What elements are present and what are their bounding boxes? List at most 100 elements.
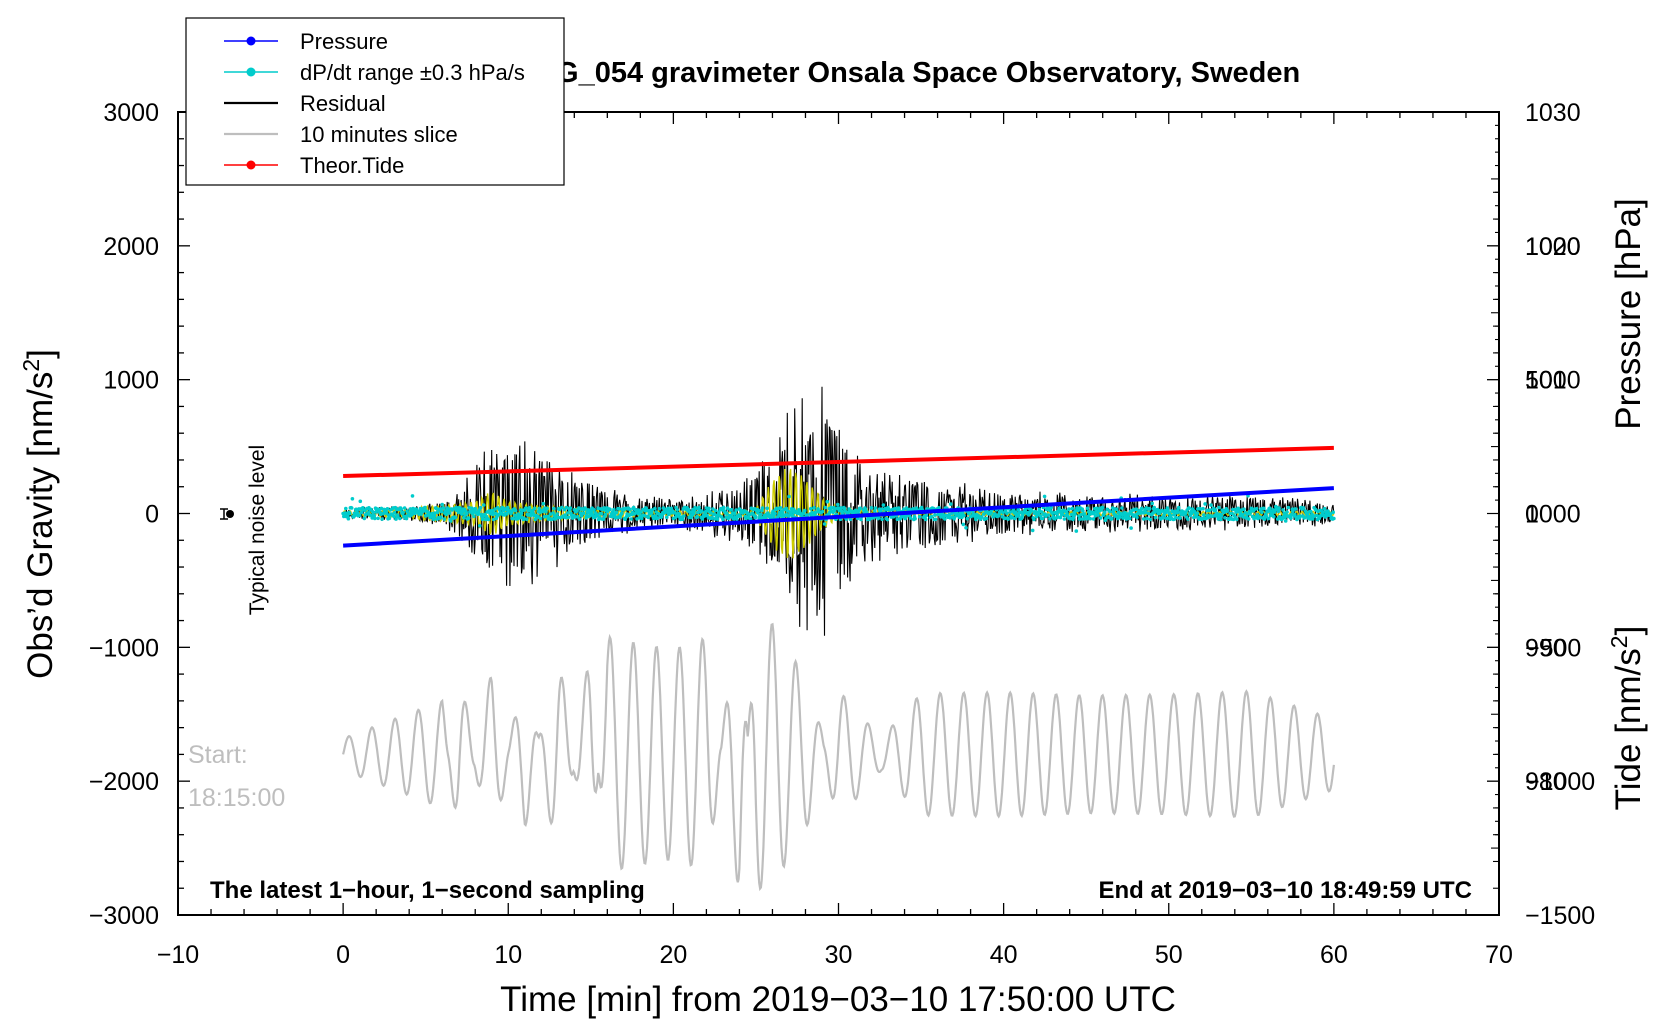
dpdt-point xyxy=(379,506,384,511)
dpdt-point xyxy=(1098,516,1103,520)
dpdt-point xyxy=(1091,517,1096,521)
dpdt-point xyxy=(1172,513,1176,517)
dpdt-point xyxy=(1040,516,1045,521)
dpdt-point xyxy=(628,507,632,512)
dpdt-point xyxy=(1016,507,1020,512)
dpdt-point xyxy=(1049,505,1053,510)
dpdt-point xyxy=(1276,509,1281,513)
dpdt-point xyxy=(765,506,769,511)
dpdt-point xyxy=(1309,509,1313,514)
noise-level-label: Typical noise level xyxy=(246,445,269,615)
dpdt-point xyxy=(904,514,908,519)
dpdt-point xyxy=(1246,517,1251,521)
dpdt-point xyxy=(1203,502,1207,506)
dpdt-point xyxy=(1060,512,1065,517)
dpdt-point xyxy=(373,516,377,521)
dpdt-point xyxy=(836,502,840,507)
y-axis-tide: 1000 500 0 −500 −1000 −1500 xyxy=(1487,191,1595,930)
dpdt-point xyxy=(1187,506,1191,510)
dpdt-point xyxy=(880,517,884,522)
dpdt-point xyxy=(344,506,348,511)
dpdt-point xyxy=(1186,517,1190,521)
legend-item: dP/dt range ±0.3 hPa/s xyxy=(224,60,525,85)
dpdt-point xyxy=(398,516,402,521)
dpdt-point xyxy=(1234,510,1238,514)
dpdt-point xyxy=(603,512,608,517)
dpdt-point xyxy=(1010,515,1014,520)
dpdt-point xyxy=(697,505,701,510)
dpdt-point xyxy=(965,516,970,521)
dpdt-point xyxy=(1070,506,1075,511)
dpdt-point xyxy=(1081,509,1085,513)
dpdt-point xyxy=(541,501,546,506)
legend-label: 10 minutes slice xyxy=(300,122,458,147)
dpdt-point xyxy=(513,508,518,513)
y-tick-label: −1000 xyxy=(89,634,159,662)
sampling-note: The latest 1−hour, 1−second sampling xyxy=(210,877,645,904)
series-dpdt-range xyxy=(341,491,1336,533)
dpdt-point xyxy=(545,506,549,511)
y-axis-gravity: 3000 2000 1000 0 −1000 −2000 −3000 xyxy=(89,99,190,930)
dpdt-point xyxy=(1096,513,1100,517)
legend-label: dP/dt range ±0.3 hPa/s xyxy=(300,60,525,85)
dpdt-point xyxy=(405,509,410,513)
dpdt-point xyxy=(577,517,582,521)
dpdt-point xyxy=(784,506,789,511)
x-tick-label: 70 xyxy=(1485,941,1513,969)
dpdt-point xyxy=(1281,508,1285,512)
dpdt-point xyxy=(1289,516,1293,520)
dpdt-point xyxy=(1058,515,1063,520)
x-tick-label: 30 xyxy=(825,941,853,969)
y-tick-label: 0 xyxy=(145,501,159,529)
dpdt-point xyxy=(820,509,825,514)
dpdt-point xyxy=(385,507,390,511)
dpdt-point xyxy=(544,509,548,514)
legend-item: Pressure xyxy=(224,29,388,54)
dpdt-point xyxy=(787,494,791,499)
dpdt-point xyxy=(1120,506,1124,510)
dpdt-point xyxy=(555,512,559,516)
dpdt-point xyxy=(929,514,934,519)
dpdt-point xyxy=(349,506,354,510)
dpdt-point xyxy=(565,511,570,515)
dpdt-point xyxy=(961,522,966,527)
dpdt-point xyxy=(1320,510,1325,514)
dpdt-point xyxy=(933,513,937,517)
dpdt-point xyxy=(669,506,674,511)
dpdt-point xyxy=(642,513,647,518)
legend-label: Theor.Tide xyxy=(300,153,404,178)
dpdt-point xyxy=(1195,511,1199,515)
dpdt-point xyxy=(677,512,682,516)
dpdt-point xyxy=(924,513,929,518)
y-axis-label-gravity-text: Obs’d Gravity [nm/s xyxy=(21,372,60,679)
dpdt-point xyxy=(682,514,686,518)
dpdt-point xyxy=(933,517,938,522)
dpdt-point xyxy=(629,517,633,521)
legend: Pressure dP/dt range ±0.3 hPa/s Residual 10… xyxy=(185,17,565,186)
dpdt-point xyxy=(649,510,654,515)
dpdt-point xyxy=(608,507,612,512)
series-10-minutes-slice xyxy=(342,622,1335,892)
x-tick-label: 10 xyxy=(494,941,522,969)
dpdt-point xyxy=(859,517,863,522)
dpdt-point xyxy=(1166,509,1170,513)
dpdt-point xyxy=(470,506,474,511)
dpdt-point xyxy=(394,517,398,521)
dpdt-point xyxy=(729,507,734,512)
dpdt-point xyxy=(1150,501,1154,506)
dpdt-point xyxy=(1030,528,1035,533)
y-axis-label-tide: Tide [nm/s2] xyxy=(1606,626,1648,811)
dpdt-point xyxy=(387,516,392,521)
y-axis-pressure: 1030 1020 1010 1000 990 980 xyxy=(1487,99,1581,849)
dpdt-point xyxy=(1298,514,1302,518)
dpdt-point xyxy=(738,514,742,518)
dpdt-point xyxy=(612,507,616,512)
dpdt-point xyxy=(433,511,437,515)
dpdt-point xyxy=(527,506,532,510)
dpdt-point xyxy=(881,503,886,507)
dpdt-point xyxy=(709,511,713,515)
dpdt-point xyxy=(1005,511,1009,515)
dpdt-point xyxy=(665,515,669,520)
dpdt-point xyxy=(376,516,380,521)
dpdt-point xyxy=(725,511,729,516)
